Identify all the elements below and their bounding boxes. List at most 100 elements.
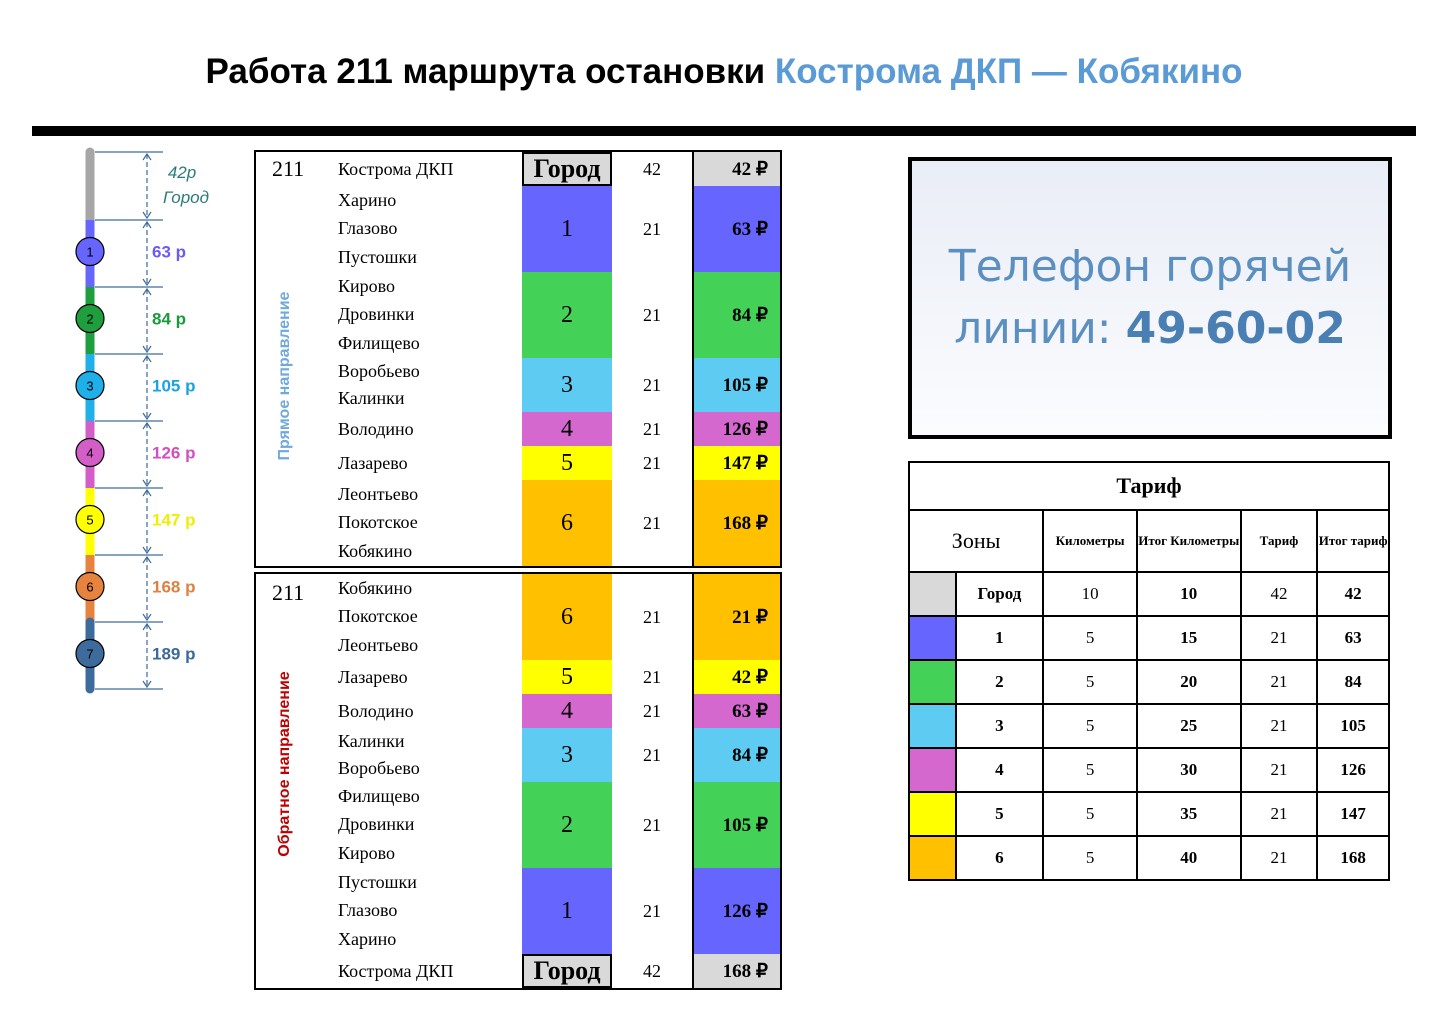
stop-name: Леонтьево xyxy=(338,635,419,656)
city-row: Кострома ДКП Город 42 168 ₽ xyxy=(256,954,780,988)
stops-cell: Володино xyxy=(338,412,522,446)
stop-name: Калинки xyxy=(338,731,405,751)
km-cell: 21 xyxy=(643,452,661,473)
total-tariff: 168 xyxy=(1316,835,1390,881)
city-fare: 42р xyxy=(168,163,196,182)
zone-row: Кирово Дровинки Филищево 2 21 84 ₽ xyxy=(256,272,780,358)
title-text: Работа 211 маршрута остановки xyxy=(205,52,766,91)
zone-swatch xyxy=(908,703,957,749)
stop-name: Кобякино xyxy=(338,541,413,562)
stops-cell: Кострома ДКП xyxy=(338,152,522,186)
km-cell: 21 xyxy=(643,666,661,687)
fare-cell: 84 ₽ xyxy=(692,272,780,358)
km: 5 xyxy=(1042,703,1138,749)
zone-cell: 2 xyxy=(522,272,612,358)
km-cell: 21 xyxy=(643,814,661,835)
column-header: Итог Километры xyxy=(1135,509,1242,573)
km: 5 xyxy=(1042,791,1138,837)
stop-name: Володино xyxy=(338,418,414,439)
zone-circle xyxy=(75,303,105,334)
total-km: 25 xyxy=(1135,703,1242,749)
fare-cell: 126 ₽ xyxy=(692,868,780,954)
zone-swatch xyxy=(908,615,957,661)
stops-cell: Филищево Дровинки Кирово xyxy=(338,782,522,868)
km: 5 xyxy=(1042,835,1138,881)
stop-name: Кострома ДКП xyxy=(338,158,454,179)
zone-row: Филищево Дровинки Кирово 2 21 105 ₽ xyxy=(256,782,780,868)
zone-row: Лазарево 5 21 147 ₽ xyxy=(256,446,780,480)
km-cell: 21 xyxy=(643,304,661,325)
city-label: Город xyxy=(163,188,209,207)
km: 5 xyxy=(1042,659,1138,705)
column-header: Тариф xyxy=(1239,509,1319,573)
tariff-row: 6 5 40 21 168 xyxy=(908,835,1390,881)
zone-number: 2 xyxy=(86,312,93,327)
zone-circle xyxy=(75,236,105,267)
tariff: 21 xyxy=(1239,747,1319,793)
title-highlight: Кострома ДКП — Кобякино xyxy=(774,52,1243,91)
zone-number: 1 xyxy=(86,245,93,260)
zone-cell: Город xyxy=(522,152,612,186)
direction-label: Обратное направление xyxy=(276,671,293,857)
zone-cell: 2 xyxy=(522,782,612,868)
zone-swatch xyxy=(908,659,957,705)
zone-fare: 189 р xyxy=(152,645,195,664)
km: 5 xyxy=(1042,747,1138,793)
city-row: Кострома ДКП Город 42 42 ₽ xyxy=(256,152,780,186)
fare-cell: 42 ₽ xyxy=(692,152,780,186)
zone-fare: 168 р xyxy=(152,578,195,597)
zone: 3 xyxy=(954,703,1045,749)
stops-cell: Кобякино Покотское Леонтьево xyxy=(338,574,522,660)
header-row: Зоны Километры Итог Километры Тариф Итог тар… xyxy=(907,509,1390,573)
fare-cell: 105 ₽ xyxy=(692,782,780,868)
zone-swatch xyxy=(908,791,957,837)
zone-cell: 5 xyxy=(522,446,612,480)
fare-cell: 42 ₽ xyxy=(692,660,780,694)
zone-circle xyxy=(75,437,105,468)
zone-cell: 1 xyxy=(522,868,612,954)
tariff: 21 xyxy=(1239,835,1319,881)
total-tariff: 84 xyxy=(1316,659,1390,705)
stop-name: Филищево xyxy=(338,785,420,806)
total-km: 35 xyxy=(1135,791,1242,837)
arrow xyxy=(142,622,152,689)
fare-cell: 147 ₽ xyxy=(692,446,780,480)
stop-name: Кострома ДКП xyxy=(338,960,454,981)
fare-cell: 105 ₽ xyxy=(692,358,780,412)
stop-name: Кирово xyxy=(338,275,396,296)
total-km: 10 xyxy=(1135,571,1242,617)
stops-cell: Калинки Воробьево xyxy=(338,728,522,782)
zone-row: Воробьево Калинки 3 21 105 ₽ xyxy=(256,358,780,412)
stop-name: Калинки xyxy=(338,388,405,408)
direction-label: Прямое направление xyxy=(276,291,293,461)
tariff-row: Город 10 10 42 42 xyxy=(908,571,1390,617)
stop-name: Филищево xyxy=(338,333,420,354)
stops-cell: Кострома ДКП xyxy=(338,954,522,988)
zone-row: Леонтьево Покотское Кобякино 6 21 168 ₽ xyxy=(256,480,780,566)
column-header: Итог тариф xyxy=(1316,509,1390,573)
zone-cell: 3 xyxy=(522,728,612,782)
km-cell: 21 xyxy=(643,218,661,239)
tariff-row: 3 5 25 21 105 xyxy=(908,703,1390,749)
zone: 2 xyxy=(954,659,1045,705)
stop-name: Пустошки xyxy=(338,247,417,268)
fare-cell: 84 ₽ xyxy=(692,728,780,782)
zone-fare: 126 р xyxy=(152,444,195,463)
zone-cell: 4 xyxy=(522,412,612,446)
fare-cell: 63 ₽ xyxy=(692,694,780,728)
zone-row: Харино Глазово Пустошки 1 21 63 ₽ xyxy=(256,186,780,272)
tariff-row: 2 5 20 21 84 xyxy=(908,659,1390,705)
hotline-box: Телефон горячей линии: 49-60-02 xyxy=(908,157,1392,439)
zone-cell: 1 xyxy=(522,186,612,272)
zone: Город xyxy=(954,571,1045,617)
zone-number: 7 xyxy=(86,647,93,662)
total-km: 40 xyxy=(1135,835,1242,881)
zone-cell: 3 xyxy=(522,358,612,412)
zone-circle xyxy=(75,504,105,535)
fare-cell: 21 ₽ xyxy=(692,574,780,660)
stops-cell: Володино xyxy=(338,694,522,728)
fare-cell: 168 ₽ xyxy=(692,480,780,566)
route-number: 211 xyxy=(272,580,305,605)
zone-fare: 63 р xyxy=(152,243,186,262)
tariff-row: 1 5 15 21 63 xyxy=(908,615,1390,661)
